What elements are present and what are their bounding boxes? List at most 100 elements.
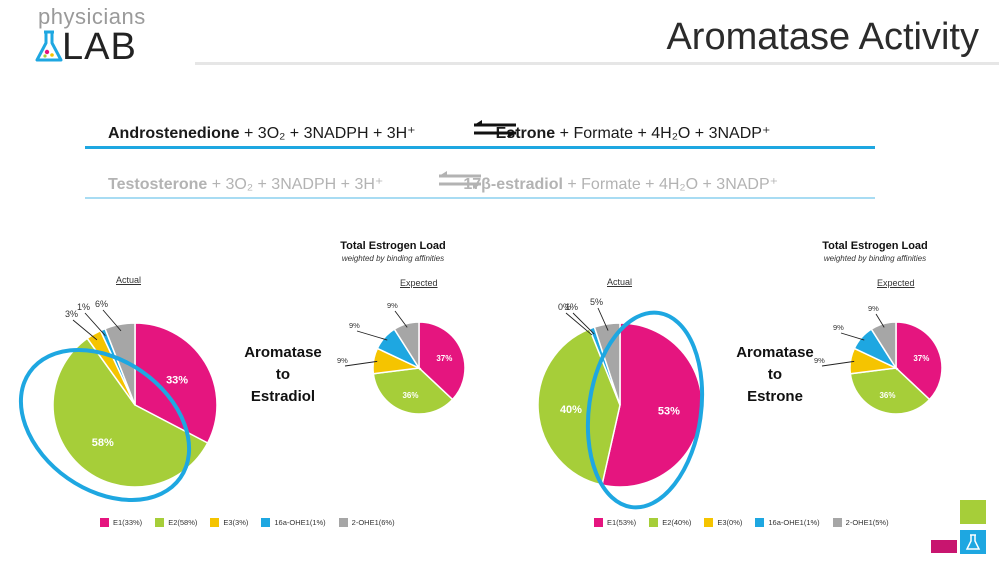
eq2-product: 17β-estradiol (463, 176, 563, 193)
right-legend-item-e2: E2(40%) (649, 518, 691, 527)
legend-swatch (210, 518, 220, 527)
right-aromatase-line-2: to (767, 366, 783, 383)
right-expected-value-label: 37% (913, 354, 929, 363)
right-aromatase-line-3: Estrone (747, 388, 803, 405)
right-aromatase-line-1: Aromatase (736, 344, 814, 361)
legend-swatch (649, 518, 659, 527)
corner-flask-square (960, 530, 986, 554)
eq1-reactant-rest: + 3O₂ + 3NADPH + 3H⁺ (239, 125, 416, 142)
right-legend-item-e3: E3(0%) (704, 518, 742, 527)
right-expected-slice-e2 (849, 367, 931, 415)
left-expected-value-label: 37% (436, 354, 452, 363)
right-actual-value-label: 53% (658, 405, 680, 417)
eq2-product-rest: + Formate + 4H₂O + 3NADP⁺ (562, 176, 779, 193)
left-actual-value-label: 33% (166, 375, 188, 387)
legend-swatch (832, 518, 842, 527)
left-actual-leader-line (72, 319, 98, 341)
left-actual-leader-line (84, 312, 106, 336)
equation-1-underline (85, 146, 875, 149)
right-expected-label: Expected (877, 278, 915, 288)
right-actual-outer-label: 1% (565, 302, 578, 312)
right-expected-outer-label: 9% (833, 323, 844, 332)
left-legend: E1(33%) E2(58%) E3(3%) 16a-OHE1(1%) 2-OH… (100, 518, 395, 527)
left-aromatase-line-1: Aromatase (244, 344, 322, 361)
left-aromatase-line-2: to (275, 366, 291, 383)
equation-androstenedione: Androstenedione + 3O₂ + 3NADPH + 3H⁺ Estr… (108, 123, 770, 143)
left-expected-slice-e1 (418, 321, 466, 401)
right-expected-slice-e1 (895, 321, 943, 401)
eq1-product-rest: + Formate + 4H₂O + 3NADP⁺ (555, 125, 771, 142)
left-expected-label: Expected (400, 278, 438, 288)
reversible-arrow-icon (474, 120, 516, 138)
right-actual-leader-line (565, 312, 593, 336)
eq2-reactant: Testosterone (108, 176, 208, 193)
equation-2-underline (85, 197, 875, 199)
right-expected-outer-label: 9% (868, 304, 879, 313)
left-legend-item-e3: E3(3%) (210, 518, 248, 527)
eq1-reactant: Androstenedione (108, 125, 240, 142)
right-highlight-ellipse (585, 310, 705, 510)
legend-label: 16a-OHE1(1%) (274, 518, 326, 527)
legend-swatch (338, 518, 348, 527)
legend-label: E3(0%) (717, 518, 743, 527)
right-actual-value-label: 40% (560, 404, 582, 416)
page-title: Aromatase Activity (666, 16, 979, 58)
legend-label: 2-OHE1(6%) (351, 518, 395, 527)
right-tel-subtitle: weighted by binding affinities (823, 254, 927, 263)
left-legend-item-e1: E1(33%) (100, 518, 142, 527)
right-actual-leader-line (572, 312, 595, 335)
right-expected-value-label: 36% (879, 391, 895, 400)
right-actual-label: Actual (607, 277, 633, 287)
corner-pink-bar (931, 540, 957, 553)
right-actual-outer-label: 0% (558, 302, 571, 312)
logo-top-text: physicians (38, 4, 146, 29)
left-aromatase-line-3: Estradiol (250, 388, 316, 405)
left-expected-leader-line (394, 310, 408, 328)
legend-swatch (155, 518, 165, 527)
right-expected-leader-line (875, 313, 885, 328)
logo-lab-text: LAB (62, 26, 137, 68)
flask-logo-icon (35, 30, 63, 62)
reversible-arrow-faded-icon (439, 171, 481, 189)
flask-icon (965, 534, 981, 550)
left-legend-item-16a: 16a-OHE1(1%) (261, 518, 326, 527)
legend-label: E3(3%) (223, 518, 249, 527)
right-expected-leader-line (821, 360, 855, 367)
legend-label: E1(33%) (113, 518, 143, 527)
legend-swatch (261, 518, 271, 527)
left-actual-value-label: 58% (92, 437, 114, 449)
left-expected-outer-label: 9% (349, 321, 360, 330)
left-actual-outer-label: 6% (95, 299, 108, 309)
left-legend-item-2ohe1: 2-OHE1(6%) (338, 518, 395, 527)
left-legend-item-e2: E2(58%) (155, 518, 197, 527)
right-legend: E1(53%) E2(40%) E3(0%) 16a-OHE1(1%) 2-OH… (594, 518, 889, 527)
equation-testosterone: Testosterone + 3O₂ + 3NADPH + 3H⁺ 17β-est… (108, 174, 778, 194)
legend-label: E2(40%) (662, 518, 692, 527)
right-legend-item-e1: E1(53%) (594, 518, 636, 527)
left-expected-outer-label: 9% (337, 356, 348, 365)
eq1-product: Estrone (495, 125, 556, 142)
legend-swatch (704, 518, 714, 527)
left-expected-slice-2-ohe1 (393, 321, 420, 371)
left-tel-title: Total Estrogen Load (340, 240, 446, 252)
left-actual-outer-label: 1% (77, 302, 90, 312)
right-actual-outer-label: 5% (590, 297, 603, 307)
legend-label: 16a-OHE1(1%) (768, 518, 820, 527)
legend-swatch (594, 518, 603, 527)
left-expected-outer-label: 9% (387, 301, 398, 310)
right-actual-slice-2-ohe1 (593, 322, 621, 406)
legend-swatch (100, 518, 109, 527)
left-tel-subtitle: weighted by binding affinities (341, 254, 445, 263)
right-aromatase-label: Aromatase to Estrone (720, 342, 830, 408)
eq2-reactant-rest: + 3O₂ + 3NADPH + 3H⁺ (207, 176, 384, 193)
title-divider (195, 62, 999, 65)
right-expected-slice-2-ohe1 (870, 321, 897, 371)
left-expected-leader-line (344, 360, 378, 367)
legend-label: E1(53%) (607, 518, 637, 527)
left-actual-label: Actual (116, 275, 142, 285)
right-legend-item-16a: 16a-OHE1(1%) (755, 518, 820, 527)
corner-green-square (960, 500, 986, 524)
left-actual-slice-e1 (134, 322, 218, 445)
legend-label: E2(58%) (168, 518, 198, 527)
